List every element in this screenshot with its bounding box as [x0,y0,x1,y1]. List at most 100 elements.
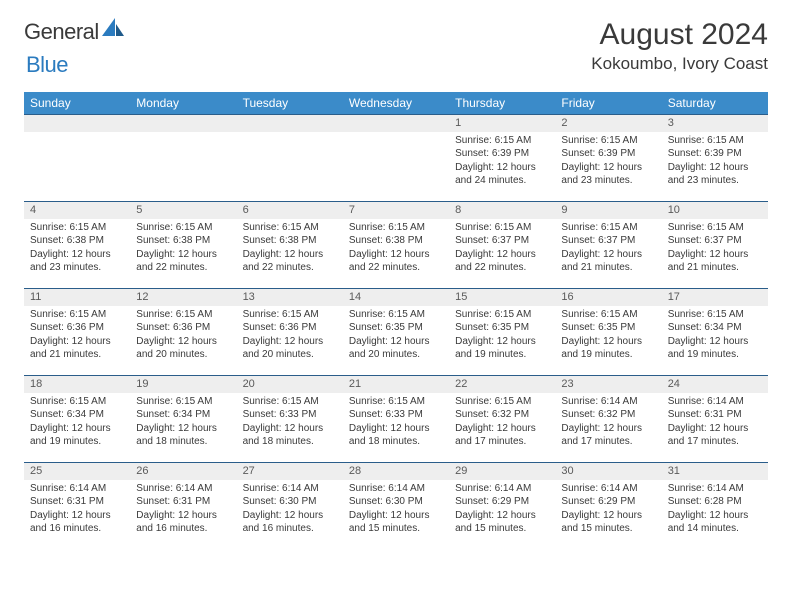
day-number: 27 [237,463,343,480]
day-info-line: Sunrise: 6:14 AM [668,395,762,409]
day-info-line: Sunset: 6:35 PM [349,321,443,335]
day-cell: Sunrise: 6:15 AMSunset: 6:38 PMDaylight:… [343,219,449,289]
day-number: 8 [449,202,555,219]
day-info-line: Sunset: 6:33 PM [243,408,337,422]
day-info-line: Sunrise: 6:15 AM [349,221,443,235]
day-info-line: Daylight: 12 hours and 14 minutes. [668,509,762,536]
day-cell [24,132,130,202]
day-number: 19 [130,376,236,393]
day-info-line: Sunset: 6:32 PM [455,408,549,422]
day-info-line: Sunset: 6:36 PM [243,321,337,335]
day-header-row: Sunday Monday Tuesday Wednesday Thursday… [24,92,768,115]
title-block: August 2024 Kokoumbo, Ivory Coast [591,18,768,74]
day-info-line: Sunset: 6:38 PM [136,234,230,248]
day-number: 21 [343,376,449,393]
day-info-line: Daylight: 12 hours and 19 minutes. [668,335,762,362]
day-cell: Sunrise: 6:15 AMSunset: 6:39 PMDaylight:… [662,132,768,202]
day-info-line: Daylight: 12 hours and 23 minutes. [668,161,762,188]
day-info-line: Sunset: 6:29 PM [561,495,655,509]
day-info-line: Sunset: 6:36 PM [30,321,124,335]
day-info-line: Sunrise: 6:15 AM [243,395,337,409]
day-number: 22 [449,376,555,393]
day-number [24,115,130,132]
day-info-line: Sunset: 6:28 PM [668,495,762,509]
day-info-line: Sunrise: 6:15 AM [243,308,337,322]
day-info-line: Sunset: 6:34 PM [30,408,124,422]
day-header: Friday [555,92,661,115]
day-number: 25 [24,463,130,480]
day-info-line: Daylight: 12 hours and 18 minutes. [136,422,230,449]
day-cell: Sunrise: 6:15 AMSunset: 6:37 PMDaylight:… [449,219,555,289]
day-number [130,115,236,132]
month-title: August 2024 [591,18,768,52]
day-content-row: Sunrise: 6:14 AM Sunset: 6:31 PM Daylight:… [24,480,768,550]
day-info-line: Sunrise: 6:15 AM [30,395,124,409]
day-cell: Sunrise: 6:15 AMSunset: 6:37 PMDaylight:… [555,219,661,289]
day-cell: Sunrise: 6:15 AMSunset: 6:39 PMDaylight:… [449,132,555,202]
day-info-line: Daylight: 12 hours and 24 minutes. [455,161,549,188]
day-info-line: Sunset: 6:37 PM [668,234,762,248]
day-info-line: Sunset: 6:30 PM [349,495,443,509]
day-number: 24 [662,376,768,393]
day-cell: Sunrise: 6:15 AMSunset: 6:39 PMDaylight:… [555,132,661,202]
day-cell: Sunrise: 6:15 AMSunset: 6:34 PMDaylight:… [24,393,130,463]
day-cell: Sunrise: 6:15 AMSunset: 6:34 PMDaylight:… [662,306,768,376]
day-number-row: 45678910 [24,202,768,219]
day-info-line: Daylight: 12 hours and 19 minutes. [561,335,655,362]
day-number: 23 [555,376,661,393]
day-number: 20 [237,376,343,393]
day-cell: Sunrise: 6:15 AMSunset: 6:32 PMDaylight:… [449,393,555,463]
day-number: 4 [24,202,130,219]
day-content-row: Sunrise: 6:15 AMSunset: 6:38 PMDaylight:… [24,219,768,289]
day-number: 7 [343,202,449,219]
day-info-line: Daylight: 12 hours and 22 minutes. [349,248,443,275]
day-cell: Sunrise: 6:14 AMSunset: 6:31 PMDaylight:… [24,480,130,550]
day-number: 26 [130,463,236,480]
day-number: 16 [555,289,661,306]
day-info-line: Sunrise: 6:15 AM [349,395,443,409]
day-info-line: Daylight: 12 hours and 17 minutes. [668,422,762,449]
day-info-line: Sunset: 6:31 PM [136,495,230,509]
day-cell [130,132,236,202]
day-info-line: Sunrise: 6:14 AM [561,395,655,409]
day-info-line: Daylight: 12 hours and 17 minutes. [455,422,549,449]
day-info-line: Daylight: 12 hours and 22 minutes. [136,248,230,275]
day-cell: Sunrise: 6:15 AMSunset: 6:38 PMDaylight:… [237,219,343,289]
day-number: 17 [662,289,768,306]
day-cell: Sunrise: 6:15 AMSunset: 6:33 PMDaylight:… [237,393,343,463]
day-cell: Sunrise: 6:14 AMSunset: 6:29 PMDaylight:… [449,480,555,550]
day-info-line: Sunrise: 6:15 AM [455,221,549,235]
day-number: 11 [24,289,130,306]
day-cell: Sunrise: 6:14 AMSunset: 6:28 PMDaylight:… [662,480,768,550]
day-info-line: Sunrise: 6:14 AM [349,482,443,496]
day-info-line: Sunset: 6:30 PM [243,495,337,509]
day-info-line: Daylight: 12 hours and 21 minutes. [30,335,124,362]
day-info-line: Daylight: 12 hours and 18 minutes. [349,422,443,449]
day-info-line: Sunset: 6:33 PM [349,408,443,422]
day-info-line: Sunset: 6:39 PM [668,147,762,161]
day-info-line: Sunrise: 6:15 AM [30,221,124,235]
day-number: 29 [449,463,555,480]
day-info-line: Sunset: 6:38 PM [349,234,443,248]
day-cell: Sunrise: 6:15 AMSunset: 6:36 PMDaylight:… [130,306,236,376]
calendar-page: General August 2024 Kokoumbo, Ivory Coas… [0,0,792,550]
logo: General [24,18,127,45]
day-info-line: Sunrise: 6:15 AM [455,308,549,322]
day-cell: Sunrise: 6:15 AMSunset: 6:34 PMDaylight:… [130,393,236,463]
day-info-line: Sunrise: 6:15 AM [136,395,230,409]
day-info-line: Sunset: 6:31 PM [668,408,762,422]
day-number-row: 18192021222324 [24,376,768,393]
day-info-line: Sunrise: 6:15 AM [243,221,337,235]
day-info-line: Daylight: 12 hours and 21 minutes. [668,248,762,275]
day-info-line: Daylight: 12 hours and 20 minutes. [243,335,337,362]
day-info-line: Daylight: 12 hours and 16 minutes. [243,509,337,536]
day-info-line: Daylight: 12 hours and 22 minutes. [243,248,337,275]
day-number-row: 123 [24,115,768,132]
day-content-row: Sunrise: 6:15 AMSunset: 6:36 PMDaylight:… [24,306,768,376]
logo-text-1: General [24,19,99,45]
day-number: 1 [449,115,555,132]
logo-text-2: Blue [26,52,68,77]
day-info-line: Sunrise: 6:14 AM [243,482,337,496]
day-info-line: Sunrise: 6:15 AM [561,134,655,148]
day-info-line: Sunrise: 6:14 AM [455,482,549,496]
